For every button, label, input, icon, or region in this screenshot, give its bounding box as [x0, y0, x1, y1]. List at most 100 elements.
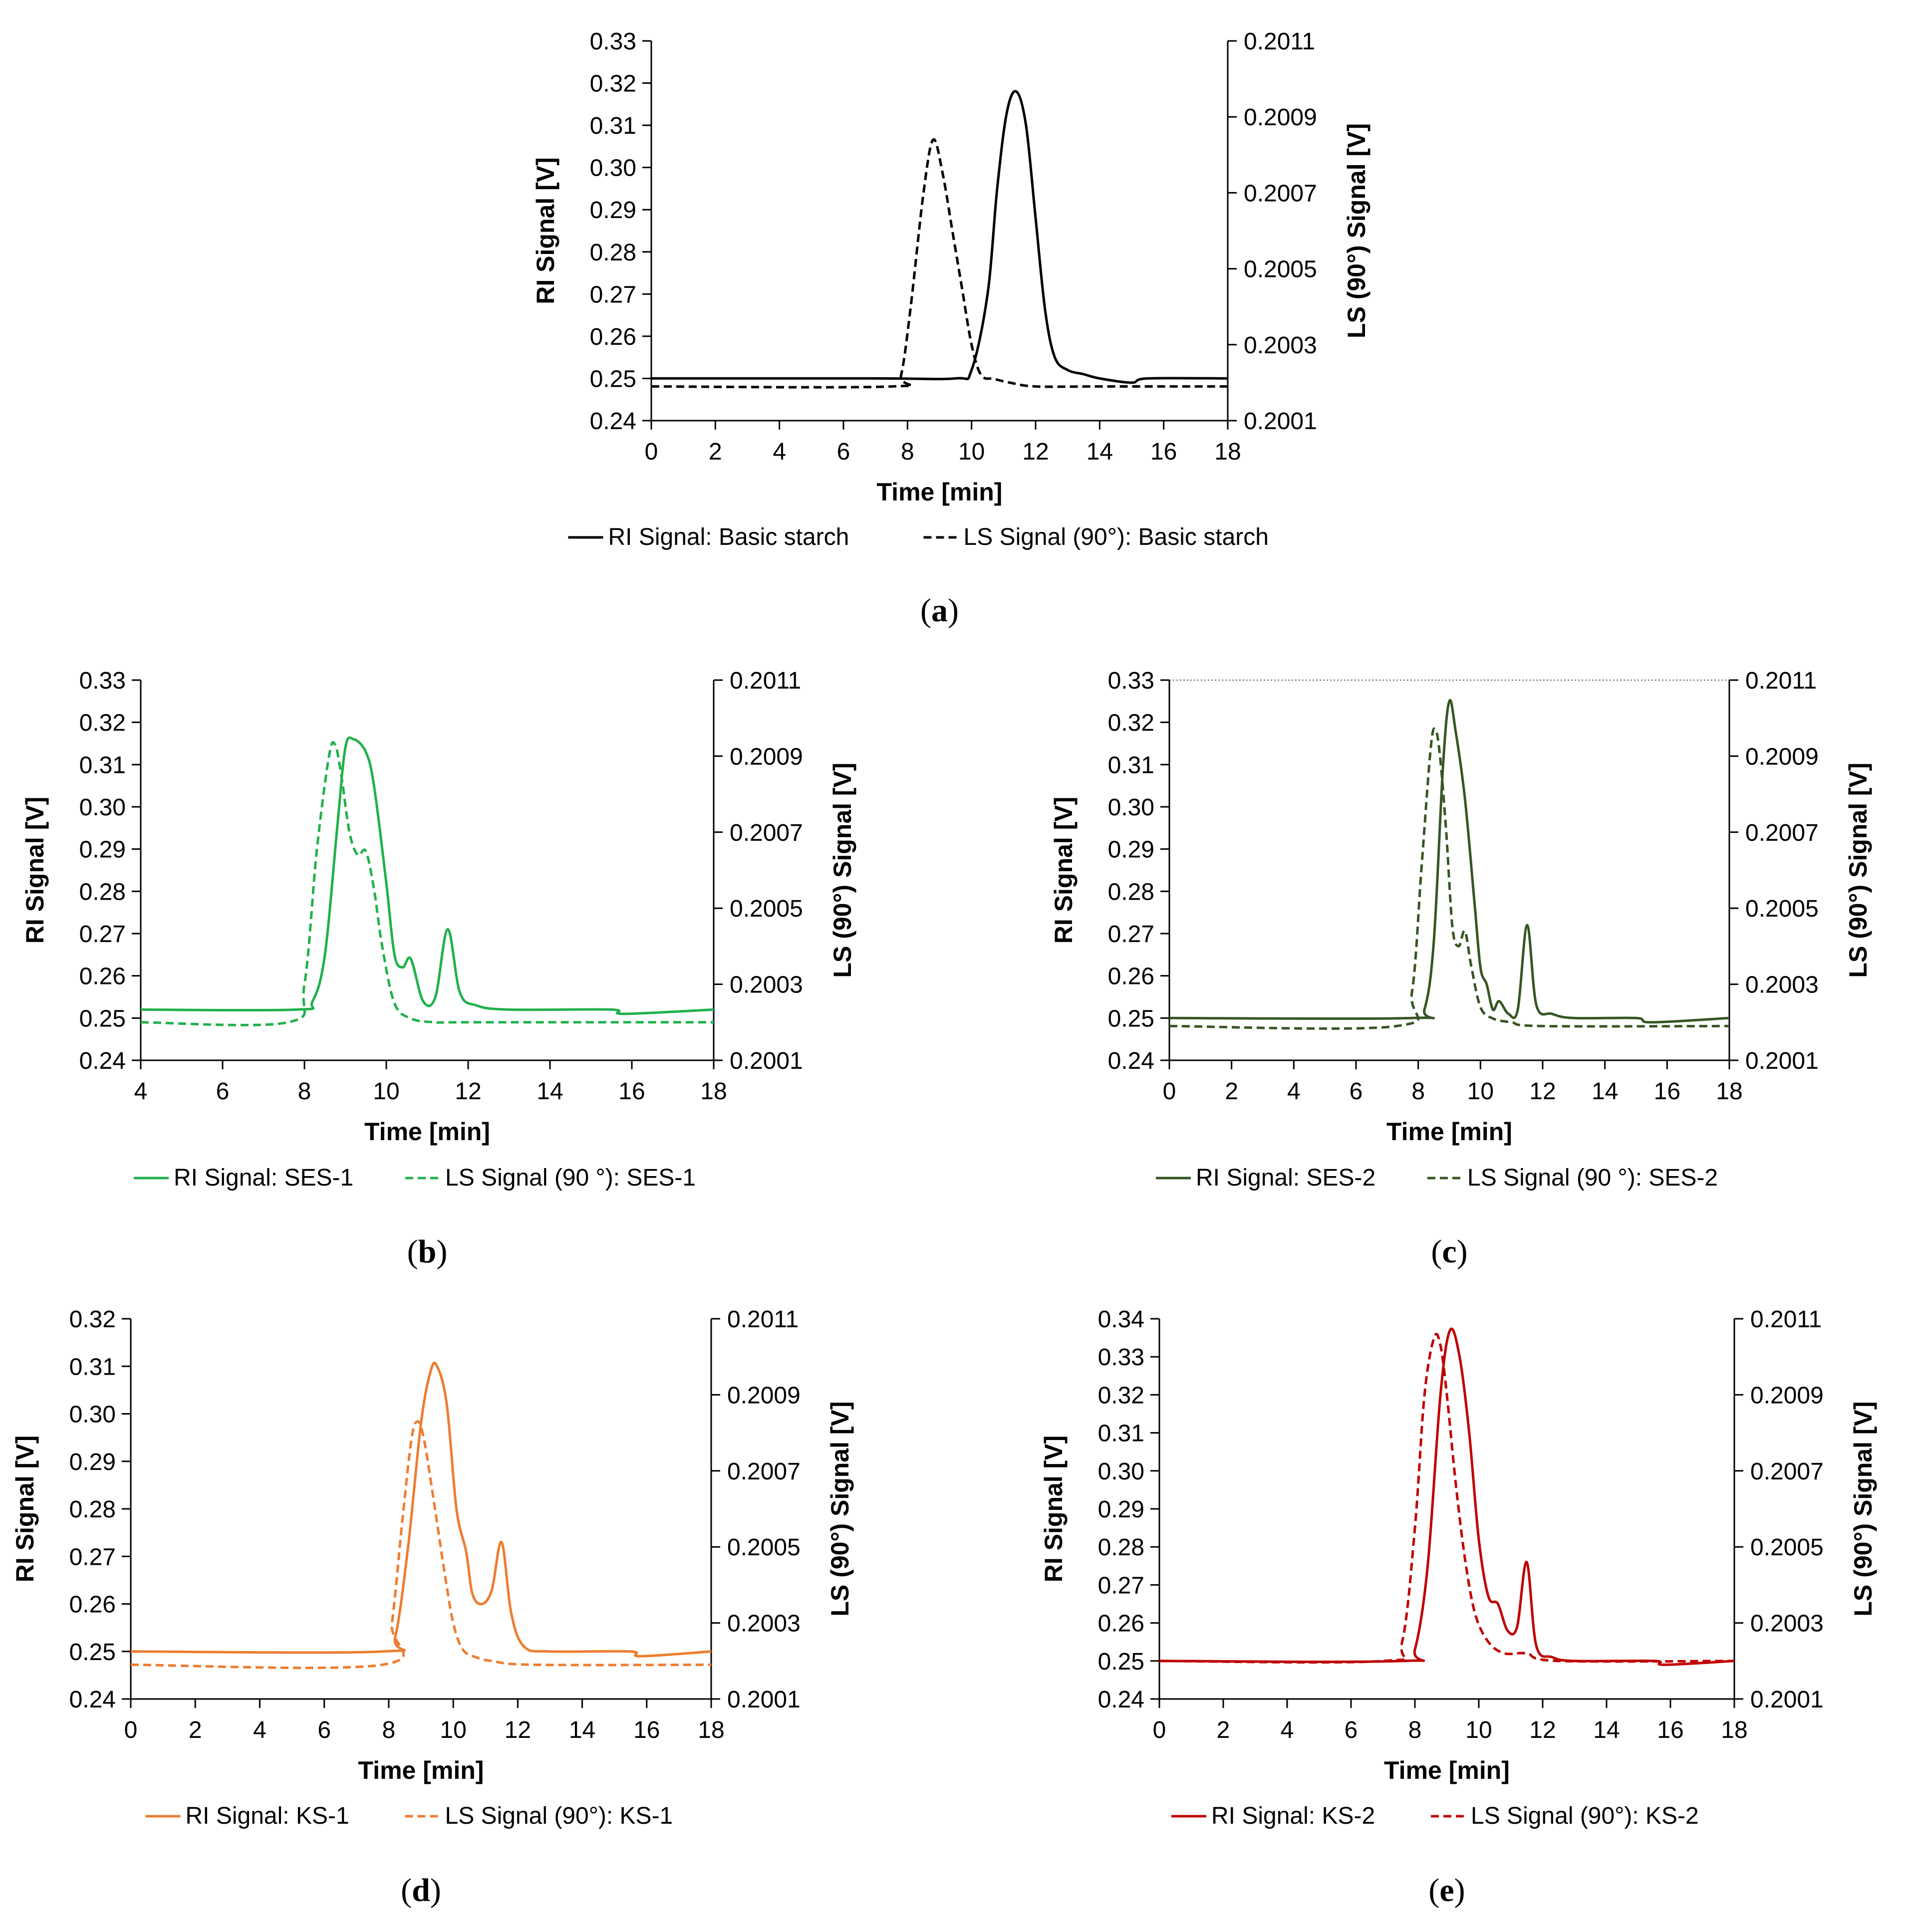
y-tick-label: 0.25 [1098, 1649, 1144, 1675]
x-axis-label: Time [min] [877, 478, 1003, 506]
x-tick-label: 8 [1411, 1078, 1425, 1105]
y2-tick-label: 0.2007 [727, 1458, 801, 1485]
x-tick-label: 2 [1217, 1717, 1230, 1743]
panel-caption-letter: c [1442, 1233, 1456, 1270]
x-axis-label: Time [min] [364, 1118, 490, 1146]
x-tick-label: 8 [298, 1078, 311, 1105]
y-tick-label: 0.27 [79, 921, 126, 948]
y2-tick-label: 0.2005 [730, 896, 803, 922]
x-axis-label: Time [min] [1384, 1756, 1510, 1784]
y-tick-label: 0.25 [590, 366, 636, 392]
y2-tick-label: 0.2003 [1244, 332, 1317, 359]
x-tick-label: 8 [901, 439, 914, 465]
x-tick-label: 10 [1465, 1717, 1492, 1743]
x-tick-label: 16 [1657, 1717, 1683, 1743]
y2-axis-label: LS (90°) Signal [V] [1343, 123, 1370, 338]
series-line-ri [651, 90, 1228, 384]
y-tick-label: 0.30 [1108, 794, 1154, 821]
x-axis-label: Time [min] [358, 1756, 484, 1784]
y-tick-label: 0.29 [1098, 1496, 1144, 1523]
y-tick-label: 0.28 [69, 1496, 116, 1523]
y-tick-label: 0.28 [590, 240, 636, 266]
y-tick-label: 0.30 [1098, 1458, 1144, 1485]
y2-axis-label: LS (90°) Signal [V] [1844, 762, 1872, 977]
y2-tick-label: 0.2011 [730, 668, 801, 694]
panel-caption-letter: d [412, 1872, 430, 1909]
y-tick-label: 0.31 [1098, 1421, 1144, 1447]
y-tick-label: 0.30 [79, 794, 126, 821]
y-tick-label: 0.31 [79, 752, 126, 778]
y-tick-label: 0.26 [79, 964, 126, 990]
y-tick-label: 0.30 [590, 155, 636, 182]
legend-label-ri: RI Signal: SES-2 [1196, 1165, 1375, 1191]
legend-label-ls: LS Signal (90°): Basic starch [964, 524, 1269, 550]
x-tick-label: 12 [455, 1078, 481, 1105]
y2-tick-label: 0.2005 [727, 1534, 801, 1561]
y-tick-label: 0.25 [1108, 1005, 1154, 1032]
x-tick-label: 0 [124, 1717, 138, 1743]
y2-tick-label: 0.2001 [727, 1687, 801, 1713]
y-axis-label: RI Signal [V] [1050, 797, 1078, 944]
x-tick-label: 12 [1022, 439, 1049, 465]
x-tick-label: 4 [1287, 1078, 1301, 1105]
x-tick-label: 10 [373, 1078, 399, 1105]
y2-tick-label: 0.2011 [727, 1306, 799, 1333]
y2-tick-label: 0.2003 [1745, 972, 1819, 998]
y-tick-label: 0.25 [79, 1005, 126, 1032]
y-tick-label: 0.33 [1098, 1344, 1144, 1371]
y2-axis-label: LS (90°) Signal [V] [828, 762, 856, 977]
x-tick-label: 6 [216, 1078, 230, 1105]
y-tick-label: 0.32 [1098, 1382, 1144, 1409]
y2-tick-label: 0.2011 [1745, 668, 1817, 694]
x-tick-label: 18 [1214, 439, 1241, 465]
y2-tick-label: 0.2009 [1244, 104, 1317, 131]
x-tick-label: 18 [1716, 1078, 1742, 1105]
y2-tick-label: 0.2001 [1750, 1687, 1824, 1713]
y2-tick-label: 0.2007 [1750, 1458, 1824, 1485]
panel-caption-letter: b [418, 1233, 437, 1270]
x-axis-label: Time [min] [1386, 1118, 1512, 1146]
y2-tick-label: 0.2003 [730, 972, 803, 998]
y-tick-label: 0.29 [69, 1449, 116, 1475]
y-tick-label: 0.24 [1108, 1048, 1154, 1074]
x-tick-label: 4 [134, 1078, 148, 1105]
x-tick-label: 12 [1529, 1078, 1556, 1105]
legend-label-ri: RI Signal: Basic starch [608, 524, 849, 550]
y-tick-label: 0.24 [79, 1048, 126, 1074]
x-tick-label: 6 [317, 1717, 331, 1743]
y2-tick-label: 0.2001 [1745, 1048, 1819, 1074]
x-tick-label: 12 [1529, 1717, 1556, 1743]
series-line-ri [130, 1361, 712, 1658]
chart-panel-b: 0.24 0.25 0.26 0.27 0.28 0.29 0.30 0.31 0.32 0.33… [21, 668, 856, 1270]
x-tick-label: 6 [1350, 1078, 1363, 1105]
y-tick-label: 0.31 [69, 1354, 116, 1380]
chart-panel-a: 0.24 0.25 0.26 0.27 0.28 0.29 0.30 0.31 0.32 0.33… [532, 28, 1370, 629]
panel-caption: (c) [1431, 1233, 1467, 1270]
series-line-ri [1169, 699, 1730, 1024]
x-tick-label: 4 [253, 1717, 267, 1743]
x-tick-label: 14 [537, 1078, 563, 1105]
y2-tick-label: 0.2007 [1244, 180, 1317, 207]
series-line-ri [1159, 1327, 1735, 1666]
series-line-ls [1159, 1333, 1735, 1664]
chart-panel-e: 0.24 0.25 0.26 0.27 0.28 0.29 0.30 0.31 0.32 0.33… [1040, 1306, 1877, 1909]
y-tick-label: 0.27 [69, 1544, 116, 1570]
x-tick-label: 14 [1087, 439, 1113, 465]
y2-tick-label: 0.2011 [1750, 1306, 1822, 1333]
x-tick-label: 10 [958, 439, 985, 465]
x-tick-label: 16 [633, 1717, 660, 1743]
legend-label-ri: RI Signal: KS-1 [186, 1803, 349, 1829]
y2-tick-label: 0.2005 [1244, 256, 1317, 283]
x-tick-label: 2 [189, 1717, 202, 1743]
x-tick-label: 0 [1163, 1078, 1176, 1105]
x-tick-label: 14 [1593, 1717, 1620, 1743]
y2-axis-label: LS (90°) Signal [V] [1849, 1401, 1877, 1616]
legend-label-ls: LS Signal (90 °): SES-2 [1467, 1165, 1718, 1191]
legend-label-ls: LS Signal (90°): KS-1 [445, 1803, 673, 1829]
y-axis-label: RI Signal [V] [532, 157, 559, 304]
y2-tick-label: 0.2005 [1745, 896, 1819, 922]
panel-caption: (e) [1428, 1872, 1465, 1909]
y-tick-label: 0.27 [1098, 1572, 1144, 1599]
